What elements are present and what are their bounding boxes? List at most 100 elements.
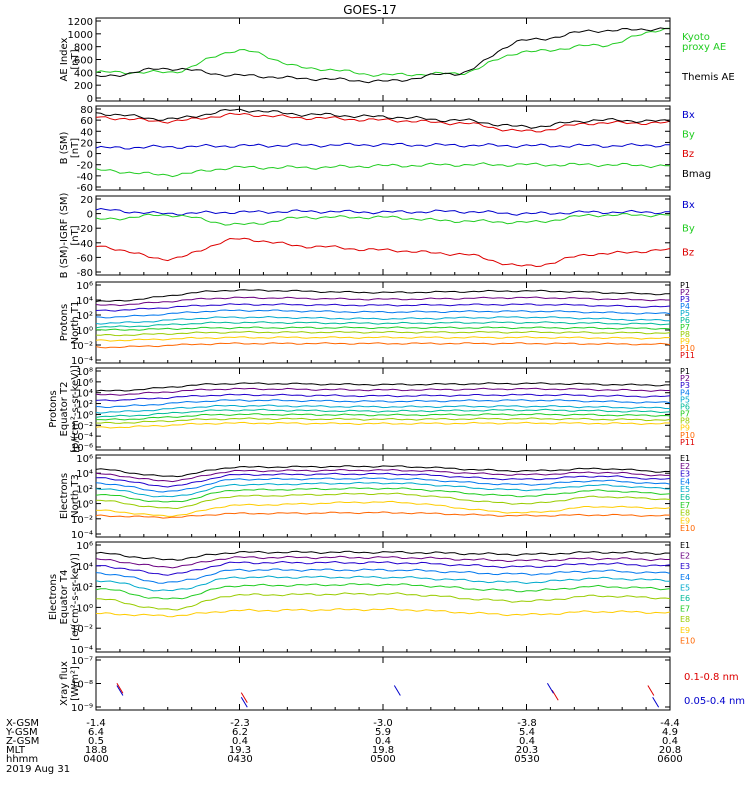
legend-label: P11 [680, 351, 695, 360]
y-axis-label: [nT] [70, 225, 81, 245]
legend-label: E2 [680, 552, 690, 561]
footer-value-x: -4.4 [660, 718, 680, 729]
legend-label: P1 [680, 367, 690, 376]
y-tick-label: -40 [77, 172, 93, 183]
y-tick-label: 10⁻⁴ [71, 645, 93, 656]
legend-label: E3 [680, 470, 690, 479]
y-tick-label: 10⁻⁴ [71, 530, 93, 541]
y-tick-label: 1200 [68, 17, 93, 28]
series-line-by [95, 162, 671, 178]
footer-value-y: 4.9 [662, 727, 678, 738]
series-line-e6 [95, 583, 671, 600]
legend-label: E2 [680, 462, 690, 471]
legend-label: E4 [680, 477, 690, 486]
legend-label: By [682, 130, 695, 141]
y-tick-label: 10⁻² [71, 624, 93, 635]
legend-label: Bz [682, 149, 694, 160]
series-line-e8 [95, 500, 671, 517]
y-tick-label: 0 [87, 210, 93, 221]
xray-mark-0-1-0-8-nm [116, 682, 124, 694]
footer-value-z: 0.4 [519, 736, 535, 747]
footer-value-mlt: 20.3 [516, 745, 538, 756]
y-axis-label: [e/(cm²-s-sr-keV)] [70, 553, 81, 641]
legend-label: E8 [680, 615, 690, 624]
y-tick-label: 10⁻⁷ [71, 656, 93, 667]
legend-label: Bx [682, 200, 695, 211]
series-line-e3 [95, 472, 671, 488]
legend-label: E9 [680, 516, 690, 525]
series-line-p7 [96, 413, 671, 421]
legend-label: Bx [682, 110, 695, 121]
y-tick-label: 40 [80, 127, 93, 138]
legend-label: P2 [680, 374, 690, 383]
footer-value-hhmm: 0530 [514, 754, 539, 765]
y-tick-label: -20 [77, 224, 93, 235]
y-tick-label: 60 [80, 116, 93, 127]
legend-label: E10 [680, 636, 695, 645]
legend-label: P4 [680, 388, 690, 397]
footer-value-mlt: 18.8 [85, 745, 107, 756]
legend-label: 0.1-0.8 nm [684, 672, 739, 683]
xray-mark-0-05-0-4-nm [116, 685, 124, 696]
series-line-themis-ae [95, 27, 670, 84]
legend-label: P5 [680, 309, 690, 318]
y-axis-label: Xray flux [59, 661, 70, 706]
series-line-bx [95, 142, 671, 150]
series-line-bz [95, 237, 671, 268]
y-axis-label: North T3 [70, 474, 81, 518]
legend-label: P9 [680, 424, 690, 433]
series-line-p2 [95, 387, 670, 396]
series-line-p9 [95, 421, 671, 429]
series-line-e8 [95, 607, 671, 618]
y-tick-label: 10⁶ [76, 541, 93, 552]
series-line-e1 [95, 465, 671, 478]
series-line-e2 [95, 468, 670, 483]
footer-value-x: -2.3 [230, 718, 250, 729]
xray-mark-0-05-0-4-nm [652, 697, 660, 708]
y-tick-label: 10⁻⁴ [71, 432, 93, 443]
footer-row-label: MLT [6, 745, 26, 756]
legend-label: E9 [680, 626, 690, 635]
y-tick-label: 80 [80, 105, 93, 116]
series-line-p4 [95, 399, 671, 409]
footer-value-hhmm: 0600 [657, 754, 682, 765]
footer-value-mlt: 19.8 [372, 745, 394, 756]
series-line-bz [95, 112, 671, 133]
y-axis-label: Electrons [48, 574, 59, 620]
y-tick-label: 10⁶ [76, 454, 93, 465]
series-line-p9 [95, 336, 671, 342]
footer-value-hhmm: 0500 [370, 754, 395, 765]
series-line-kyoto-proxy-ae [95, 27, 671, 77]
legend-label: P1 [680, 281, 690, 290]
legend-label: E7 [680, 501, 690, 510]
y-tick-label: 10⁴ [76, 562, 93, 573]
legend-label: By [682, 224, 695, 235]
y-tick-label: -60 [77, 183, 93, 194]
legend-label: P11 [680, 438, 695, 447]
panel-frame [95, 367, 671, 451]
legend-label: E4 [680, 573, 690, 582]
series-line-p1 [95, 289, 670, 302]
legend-label: E7 [680, 605, 690, 614]
legend-label: P3 [680, 295, 690, 304]
y-axis-label: AE Index [59, 37, 70, 81]
legend-label: P6 [680, 402, 690, 411]
footer-value-x: -3.0 [373, 718, 393, 729]
series-line-e4 [95, 477, 671, 493]
y-axis-label: Equator T2 [59, 382, 70, 437]
legend-label: P7 [680, 410, 690, 419]
legend-label: P7 [680, 323, 690, 332]
footer-value-x: -3.8 [517, 718, 537, 729]
y-tick-label: 10⁰ [76, 603, 93, 614]
footer-value-z: 0.4 [232, 736, 248, 747]
footer-value-x: -1.4 [86, 718, 106, 729]
